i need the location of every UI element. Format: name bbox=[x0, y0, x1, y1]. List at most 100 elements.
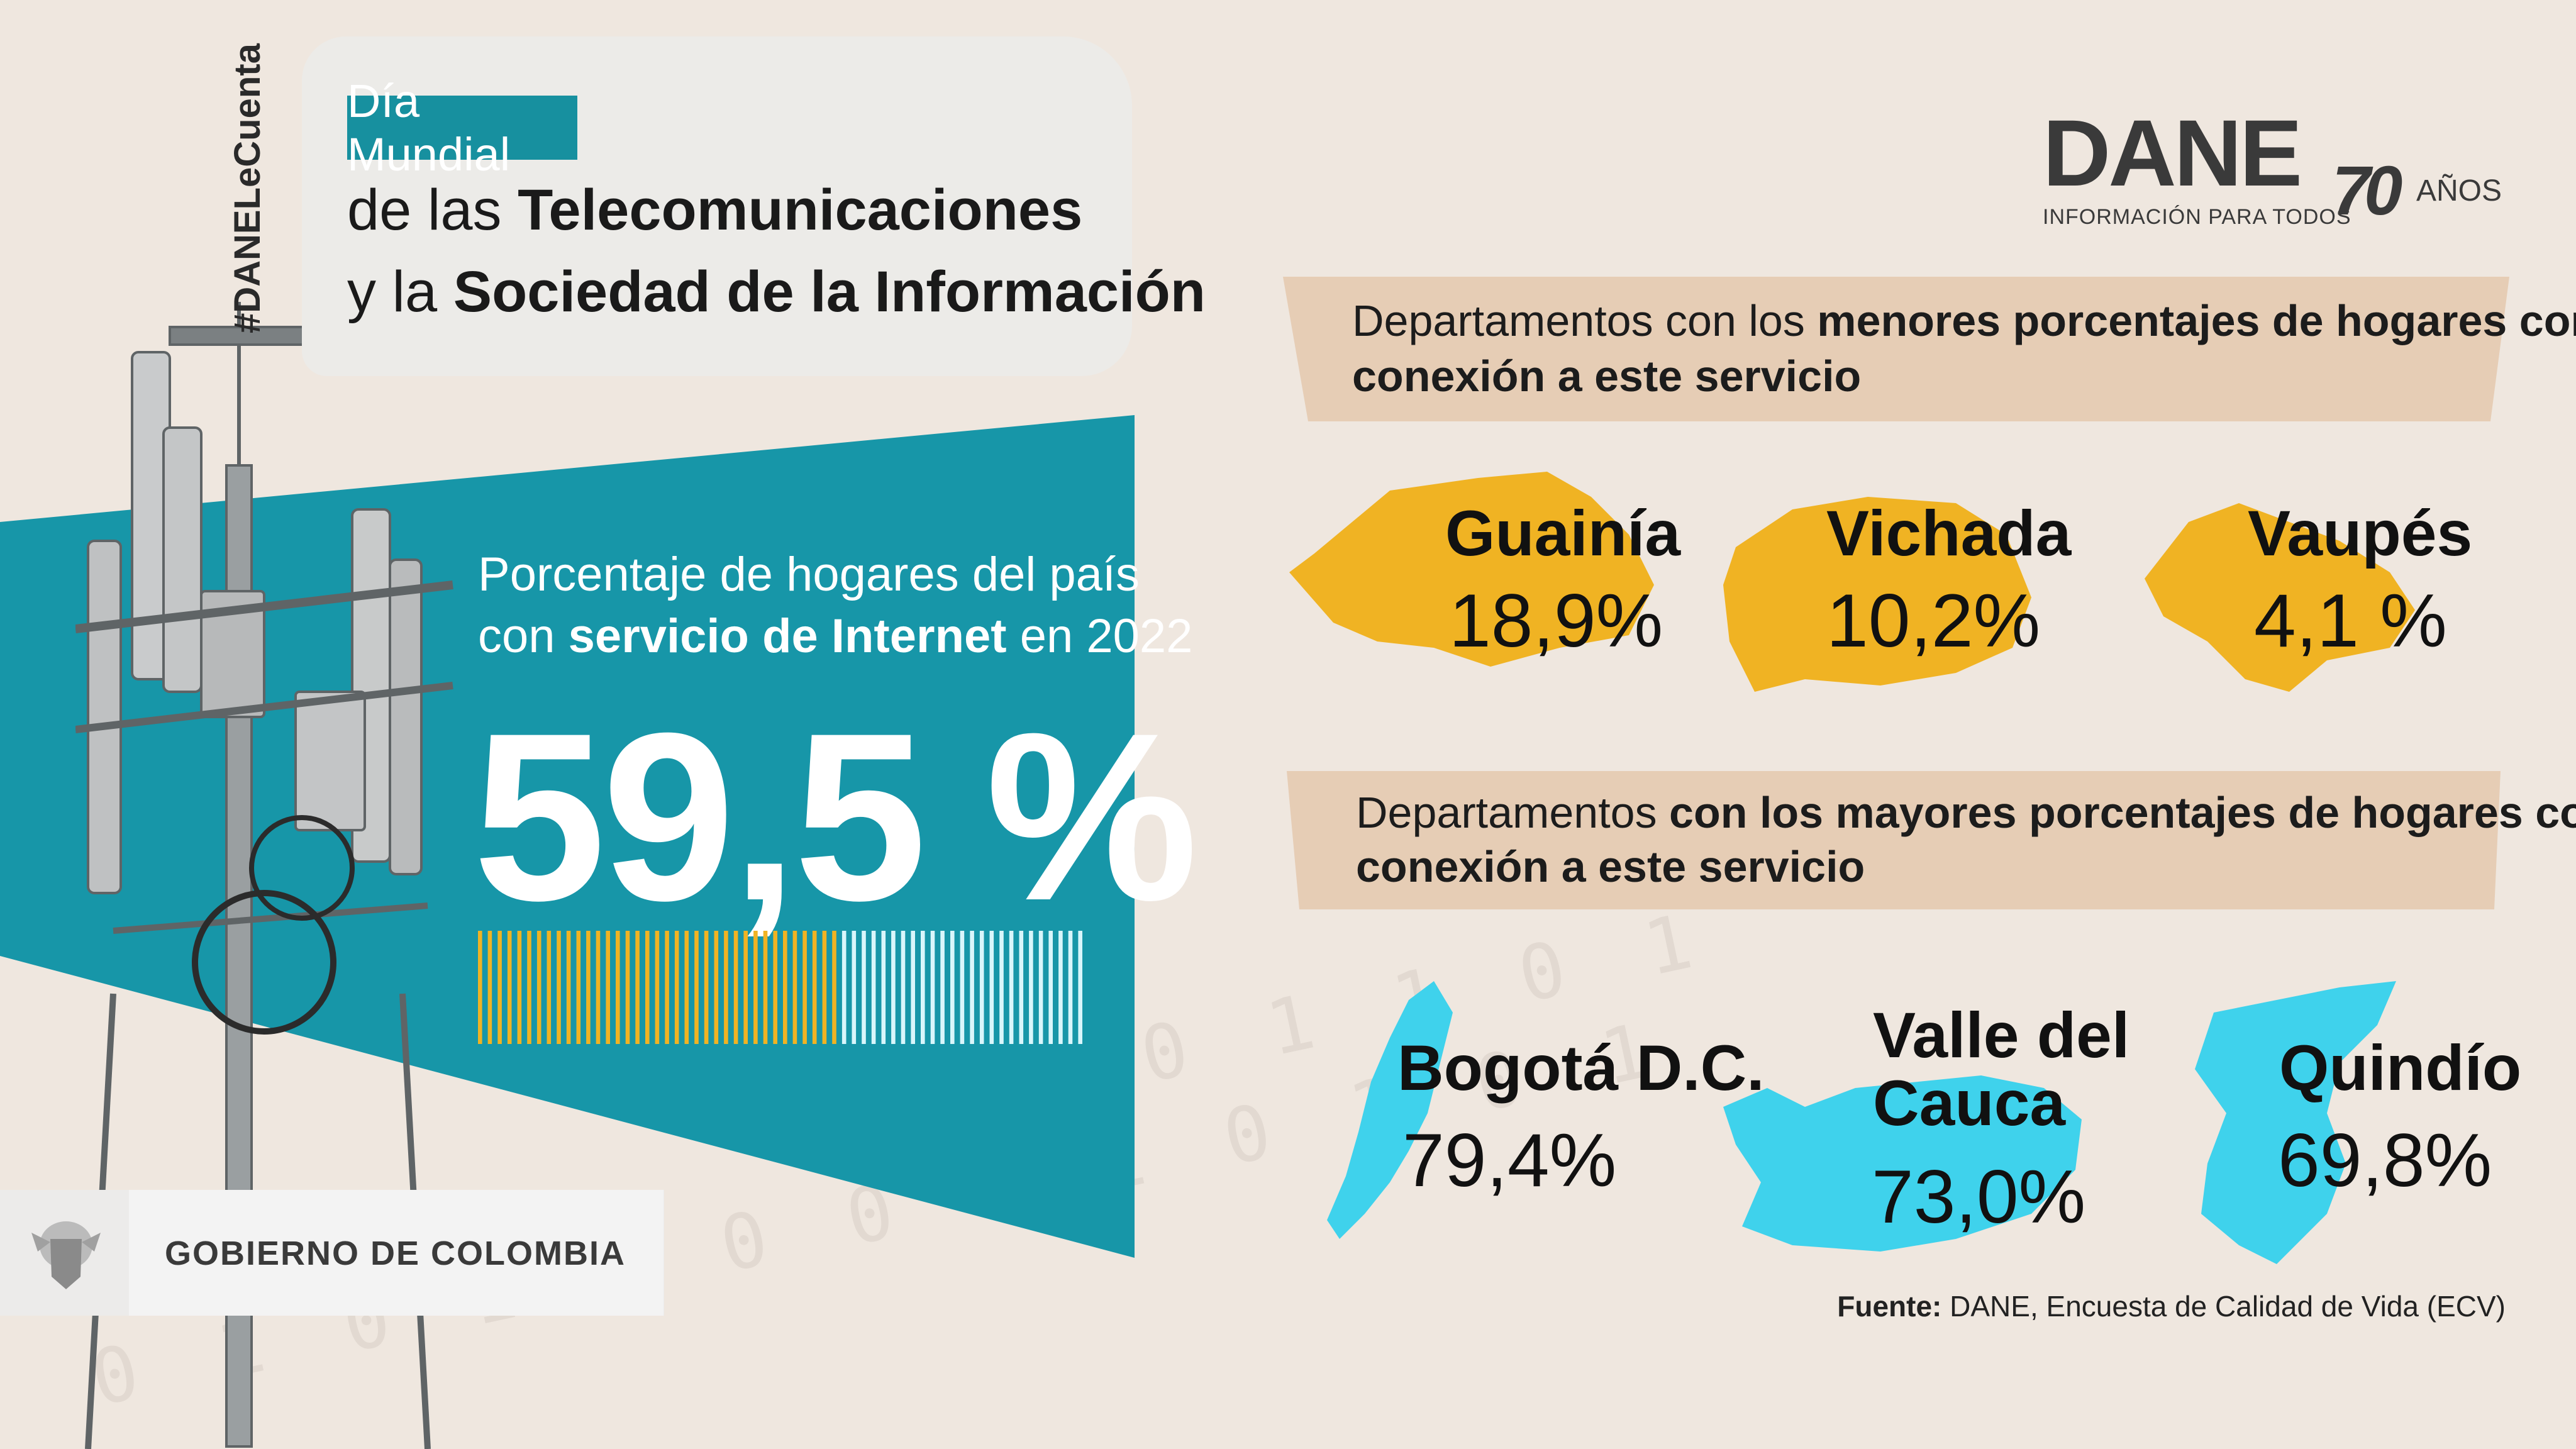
progress-stripe-filled bbox=[536, 931, 541, 1044]
progress-stripe-filled bbox=[753, 931, 758, 1044]
progress-stripe-empty bbox=[911, 931, 915, 1044]
progress-stripe-filled bbox=[635, 931, 640, 1044]
government-label: GOBIERNO DE COLOMBIA bbox=[165, 1235, 626, 1272]
progress-stripe-empty bbox=[989, 931, 994, 1044]
highest-item-value: 73,0% bbox=[1872, 1155, 2086, 1239]
progress-stripe-empty bbox=[1038, 931, 1043, 1044]
main-stat-value: 59,5 % bbox=[473, 683, 1198, 950]
progress-stripe-filled bbox=[792, 931, 797, 1044]
progress-stripe-filled bbox=[616, 931, 620, 1044]
quindio-map-icon bbox=[2195, 981, 2396, 1264]
government-banner-inner bbox=[129, 1190, 663, 1316]
title-line-1: de las Telecomunicaciones bbox=[347, 178, 1083, 242]
progress-stripe-empty bbox=[871, 931, 876, 1044]
progress-stripe-empty bbox=[930, 931, 935, 1044]
progress-stripe-filled bbox=[733, 931, 738, 1044]
lowest-item-name: Guainía bbox=[1445, 497, 1681, 569]
progress-stripe-filled bbox=[478, 931, 482, 1044]
lowest-item-value: 4,1 % bbox=[2254, 579, 2447, 663]
highest-item-value: 79,4% bbox=[1402, 1118, 1617, 1202]
progress-stripe-empty bbox=[1019, 931, 1024, 1044]
progress-stripe-empty bbox=[901, 931, 906, 1044]
progress-stripe-empty bbox=[921, 931, 925, 1044]
progress-stripe-filled bbox=[802, 931, 807, 1044]
progress-stripe-filled bbox=[684, 931, 689, 1044]
progress-stripes bbox=[478, 931, 1082, 1044]
highest-item-name: Bogotá D.C. bbox=[1397, 1032, 1765, 1104]
hashtag: #DANELeCuenta bbox=[227, 43, 268, 333]
progress-stripe-filled bbox=[763, 931, 768, 1044]
progress-stripe-filled bbox=[783, 931, 787, 1044]
progress-stripe-filled bbox=[576, 931, 581, 1044]
dane-logo-name: DANE bbox=[2043, 100, 2302, 206]
title-line-2: y la Sociedad de la Información bbox=[347, 260, 1206, 324]
progress-stripe-empty bbox=[1029, 931, 1033, 1044]
progress-stripe-filled bbox=[527, 931, 531, 1044]
lowest-item-value: 18,9% bbox=[1449, 579, 1663, 663]
progress-stripe-filled bbox=[832, 931, 836, 1044]
source-note: Fuente: DANE, Encuesta de Calidad de Vid… bbox=[1837, 1290, 2506, 1323]
progress-stripe-filled bbox=[487, 931, 492, 1044]
progress-stripe-empty bbox=[841, 931, 847, 1044]
progress-stripe-empty bbox=[891, 931, 896, 1044]
progress-stripe-filled bbox=[694, 931, 699, 1044]
lowest-header-bg bbox=[1283, 277, 2509, 421]
guainia-map-icon bbox=[1289, 472, 1654, 667]
lowest-item-value: 10,2% bbox=[1826, 579, 2041, 663]
progress-stripe-empty bbox=[1009, 931, 1014, 1044]
progress-stripe-filled bbox=[547, 931, 552, 1044]
progress-stripe-filled bbox=[655, 931, 660, 1044]
progress-stripe-filled bbox=[665, 931, 669, 1044]
progress-stripe-filled bbox=[557, 931, 561, 1044]
progress-stripe-filled bbox=[743, 931, 748, 1044]
highest-item-name: Quindío bbox=[2279, 1032, 2522, 1104]
progress-stripe-empty bbox=[1078, 931, 1082, 1044]
lowest-header-line-1: Departamentos con los menores porcentaje… bbox=[1352, 296, 2576, 345]
title-tag: Día Mundial bbox=[347, 75, 577, 180]
dane-logo: DANE INFORMACIÓN PARA TODOS bbox=[2043, 106, 2351, 230]
progress-stripe-filled bbox=[822, 931, 827, 1044]
progress-stripe-filled bbox=[674, 931, 679, 1044]
highest-header-line-1: Departamentos con los mayores porcentaje… bbox=[1356, 788, 2576, 837]
valle-map-icon bbox=[1723, 1075, 2082, 1252]
lowest-item-name: Vaupés bbox=[2248, 497, 2473, 569]
progress-stripe-filled bbox=[566, 931, 571, 1044]
progress-stripe-filled bbox=[625, 931, 630, 1044]
progress-stripe-empty bbox=[960, 931, 965, 1044]
highest-header-line-2: conexión a este servicio bbox=[1356, 842, 1865, 891]
title-card bbox=[302, 36, 1132, 376]
vaupes-map-icon bbox=[2145, 503, 2415, 692]
coat-of-arms-icon bbox=[31, 1221, 101, 1289]
progress-stripe-filled bbox=[497, 931, 502, 1044]
progress-stripe-filled bbox=[724, 931, 728, 1044]
progress-stripe-empty bbox=[999, 931, 1004, 1044]
progress-stripe-empty bbox=[940, 931, 945, 1044]
progress-stripe-empty bbox=[881, 931, 886, 1044]
lowest-item-name: Vichada bbox=[1826, 497, 2072, 569]
dane-logo-tagline: INFORMACIÓN PARA TODOS bbox=[2043, 205, 2351, 229]
progress-stripe-empty bbox=[1048, 931, 1053, 1044]
anniversary-word: AÑOS bbox=[2416, 174, 2502, 208]
progress-stripe-empty bbox=[970, 931, 974, 1044]
anniversary-number: 70 bbox=[2332, 152, 2402, 230]
cell-tower-illustration bbox=[75, 302, 453, 1449]
progress-stripe-filled bbox=[517, 931, 522, 1044]
highest-item-name: Valle del bbox=[1873, 999, 2130, 1071]
progress-stripe-empty bbox=[979, 931, 984, 1044]
progress-stripe-filled bbox=[507, 931, 512, 1044]
progress-stripe-empty bbox=[852, 931, 857, 1044]
lowest-header-line-2: conexión a este servicio bbox=[1352, 352, 1862, 401]
progress-stripe-filled bbox=[773, 931, 777, 1044]
progress-stripe-filled bbox=[645, 931, 650, 1044]
progress-stripe-filled bbox=[606, 931, 610, 1044]
progress-stripe-filled bbox=[586, 931, 591, 1044]
progress-stripe-empty bbox=[862, 931, 866, 1044]
progress-stripe-empty bbox=[1068, 931, 1073, 1044]
progress-stripe-filled bbox=[596, 931, 601, 1044]
progress-stripe-filled bbox=[714, 931, 719, 1044]
vichada-map-icon bbox=[1723, 497, 2031, 692]
progress-stripe-filled bbox=[704, 931, 709, 1044]
progress-stripe-filled bbox=[812, 931, 817, 1044]
highest-item-value: 69,8% bbox=[2278, 1118, 2492, 1202]
